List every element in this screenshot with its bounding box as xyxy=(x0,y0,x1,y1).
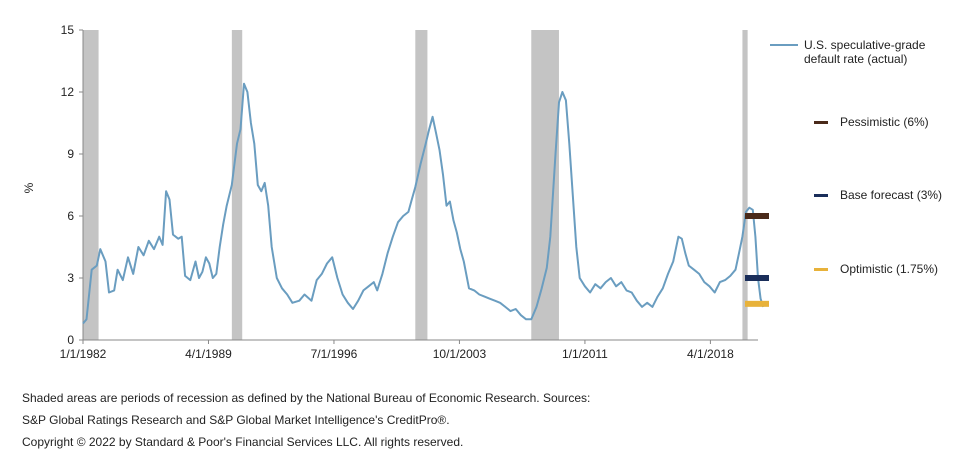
legend-line-actual xyxy=(770,44,798,46)
chart-axes: 0 3 6 9 12 15 1/1/1982 4/1/1989 7/1/1996 10/1/200… xyxy=(60,23,758,361)
recession-band-1 xyxy=(231,30,243,340)
legend-swatch-pessimistic xyxy=(814,121,828,124)
legend-item-pessimistic: Pessimistic (6%) xyxy=(814,115,929,129)
series-line-0 xyxy=(82,82,765,325)
x-tick-label-0: 1/1/1982 xyxy=(60,347,107,361)
y-tick-label-0: 0 xyxy=(67,333,74,347)
y-axis-label: % xyxy=(22,182,36,193)
recession-band-2 xyxy=(415,30,428,340)
legend-item-actual: U.S. speculative-grade default rate (act… xyxy=(770,38,955,66)
legend-item-optimistic: Optimistic (1.75%) xyxy=(814,262,938,276)
forecast-marker-1 xyxy=(745,275,769,281)
recession-band-0 xyxy=(83,30,99,340)
y-tick-label-3: 9 xyxy=(67,147,74,161)
forecast-marker-0 xyxy=(745,213,769,219)
y-tick-label-4: 12 xyxy=(61,85,75,99)
y-tick-label-5: 15 xyxy=(61,23,75,37)
recession-band-4 xyxy=(742,30,748,340)
x-tick-label-1: 4/1/1989 xyxy=(185,347,232,361)
footnote-sources-cont: S&P Global Ratings Research and S&P Glob… xyxy=(22,413,450,427)
legend-label-actual: U.S. speculative-grade default rate (act… xyxy=(804,38,926,66)
forecast-marker-2 xyxy=(745,300,769,307)
legend-swatch-base xyxy=(814,194,828,197)
footnote-sources: Shaded areas are periods of recession as… xyxy=(22,391,591,405)
legend-label-base: Base forecast (3%) xyxy=(840,188,943,202)
footnote-copyright: Copyright © 2022 by Standard & Poor's Fi… xyxy=(22,435,464,449)
x-tick-label-5: 4/1/2018 xyxy=(687,347,734,361)
recession-band-3 xyxy=(531,30,559,340)
series-lines xyxy=(82,82,765,325)
y-tick-label-1: 3 xyxy=(67,271,74,285)
legend-swatch-optimistic xyxy=(814,268,828,271)
legend-label-pessimistic: Pessimistic (6%) xyxy=(840,115,929,129)
forecast-markers xyxy=(745,213,769,307)
x-tick-label-3: 10/1/2003 xyxy=(433,347,487,361)
legend-item-base: Base forecast (3%) xyxy=(814,188,942,202)
x-tick-label-4: 1/1/2011 xyxy=(562,347,608,361)
y-tick-label-2: 6 xyxy=(67,209,74,223)
x-tick-label-2: 7/1/1996 xyxy=(311,347,358,361)
legend-label-optimistic: Optimistic (1.75%) xyxy=(840,262,939,276)
